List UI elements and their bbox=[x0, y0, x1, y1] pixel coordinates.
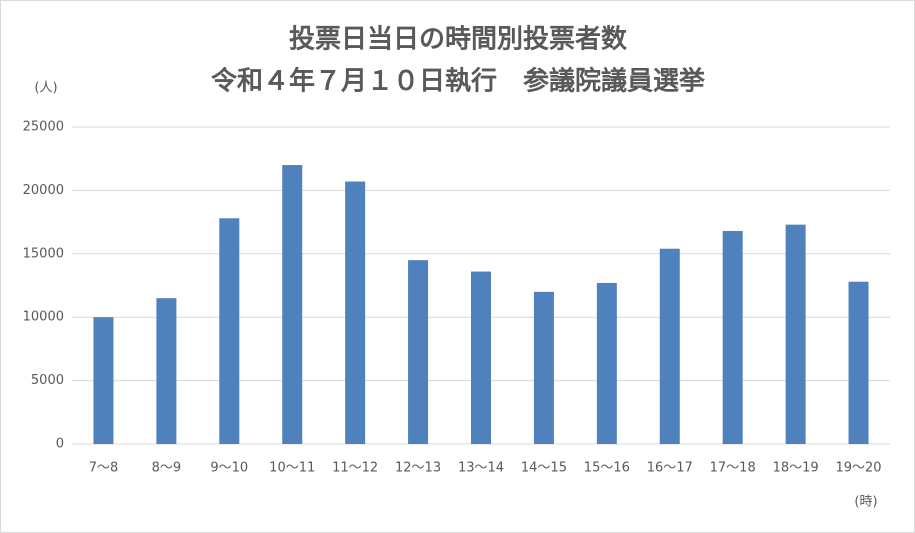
chart-subtitle: 令和４年７月１０日執行 参議院議員選挙 bbox=[211, 66, 706, 97]
x-tick-label: 18～19 bbox=[773, 461, 819, 476]
y-tick-label: 25000 bbox=[23, 120, 64, 135]
bar bbox=[848, 281, 869, 444]
x-tick-label: 10～11 bbox=[269, 461, 315, 476]
y-tick-label: 20000 bbox=[23, 183, 64, 198]
x-tick-label: 16～17 bbox=[647, 461, 693, 476]
x-tick-label: 17～18 bbox=[710, 461, 756, 476]
y-tick-label: 0 bbox=[56, 437, 64, 452]
bar bbox=[533, 291, 554, 444]
x-tick-label: 7～8 bbox=[89, 461, 119, 476]
bar bbox=[722, 230, 743, 444]
x-tick-label: 8～9 bbox=[152, 461, 182, 476]
y-tick-label: 5000 bbox=[31, 373, 64, 388]
x-tick-label: 13～14 bbox=[458, 461, 504, 476]
x-tick-label: 19～20 bbox=[835, 461, 881, 476]
y-tick-label: 15000 bbox=[23, 246, 64, 261]
bar bbox=[471, 271, 491, 444]
bar bbox=[408, 260, 429, 444]
x-axis-label: (時) bbox=[854, 495, 877, 510]
x-tick-label: 15～16 bbox=[584, 461, 630, 476]
bar bbox=[785, 224, 806, 444]
bar bbox=[659, 248, 680, 444]
bar bbox=[282, 165, 303, 445]
y-tick-label: 10000 bbox=[23, 310, 64, 325]
bar bbox=[93, 317, 114, 444]
x-tick-label: 12～13 bbox=[395, 461, 441, 476]
y-axis-label: (人) bbox=[34, 81, 57, 96]
bar bbox=[345, 181, 366, 445]
chart-title: 投票日当日の時間別投票者数 bbox=[289, 25, 628, 55]
x-tick-label: 14～15 bbox=[521, 461, 567, 476]
bar bbox=[596, 282, 617, 444]
x-tick-label: 9～10 bbox=[210, 461, 248, 476]
x-tick-label: 11～12 bbox=[332, 461, 378, 476]
bar bbox=[156, 298, 177, 444]
bar bbox=[219, 218, 240, 444]
